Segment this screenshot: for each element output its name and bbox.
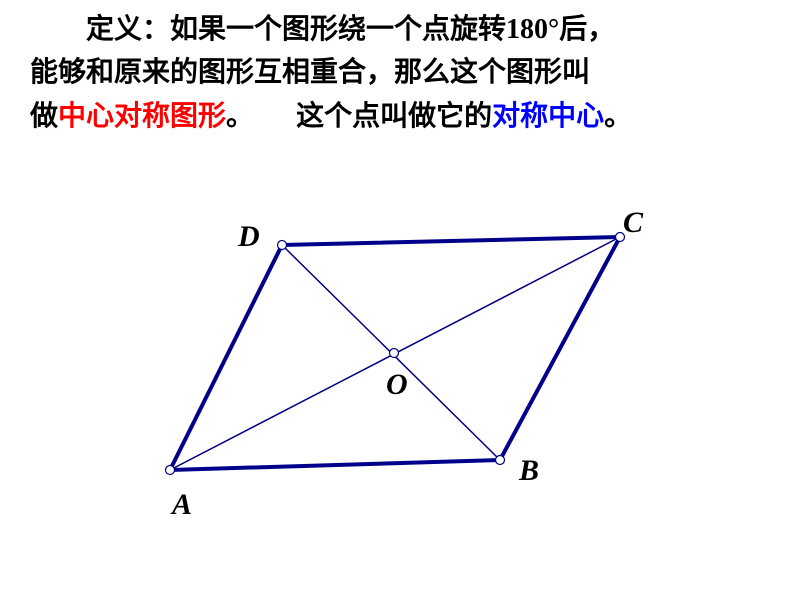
label-C: C [623, 206, 643, 240]
label-D: D [238, 220, 260, 254]
label-O: O [386, 368, 408, 402]
vertex-A [166, 466, 175, 475]
edge-CD [282, 237, 620, 245]
edge-BC [500, 237, 620, 460]
parallelogram-diagram [0, 0, 794, 596]
vertex-B [496, 456, 505, 465]
vertex-D [278, 241, 287, 250]
vertex-O [390, 349, 399, 358]
edge-AB [170, 460, 500, 470]
edge-DA [170, 245, 282, 470]
label-B: B [519, 454, 539, 488]
label-A: A [172, 488, 192, 522]
